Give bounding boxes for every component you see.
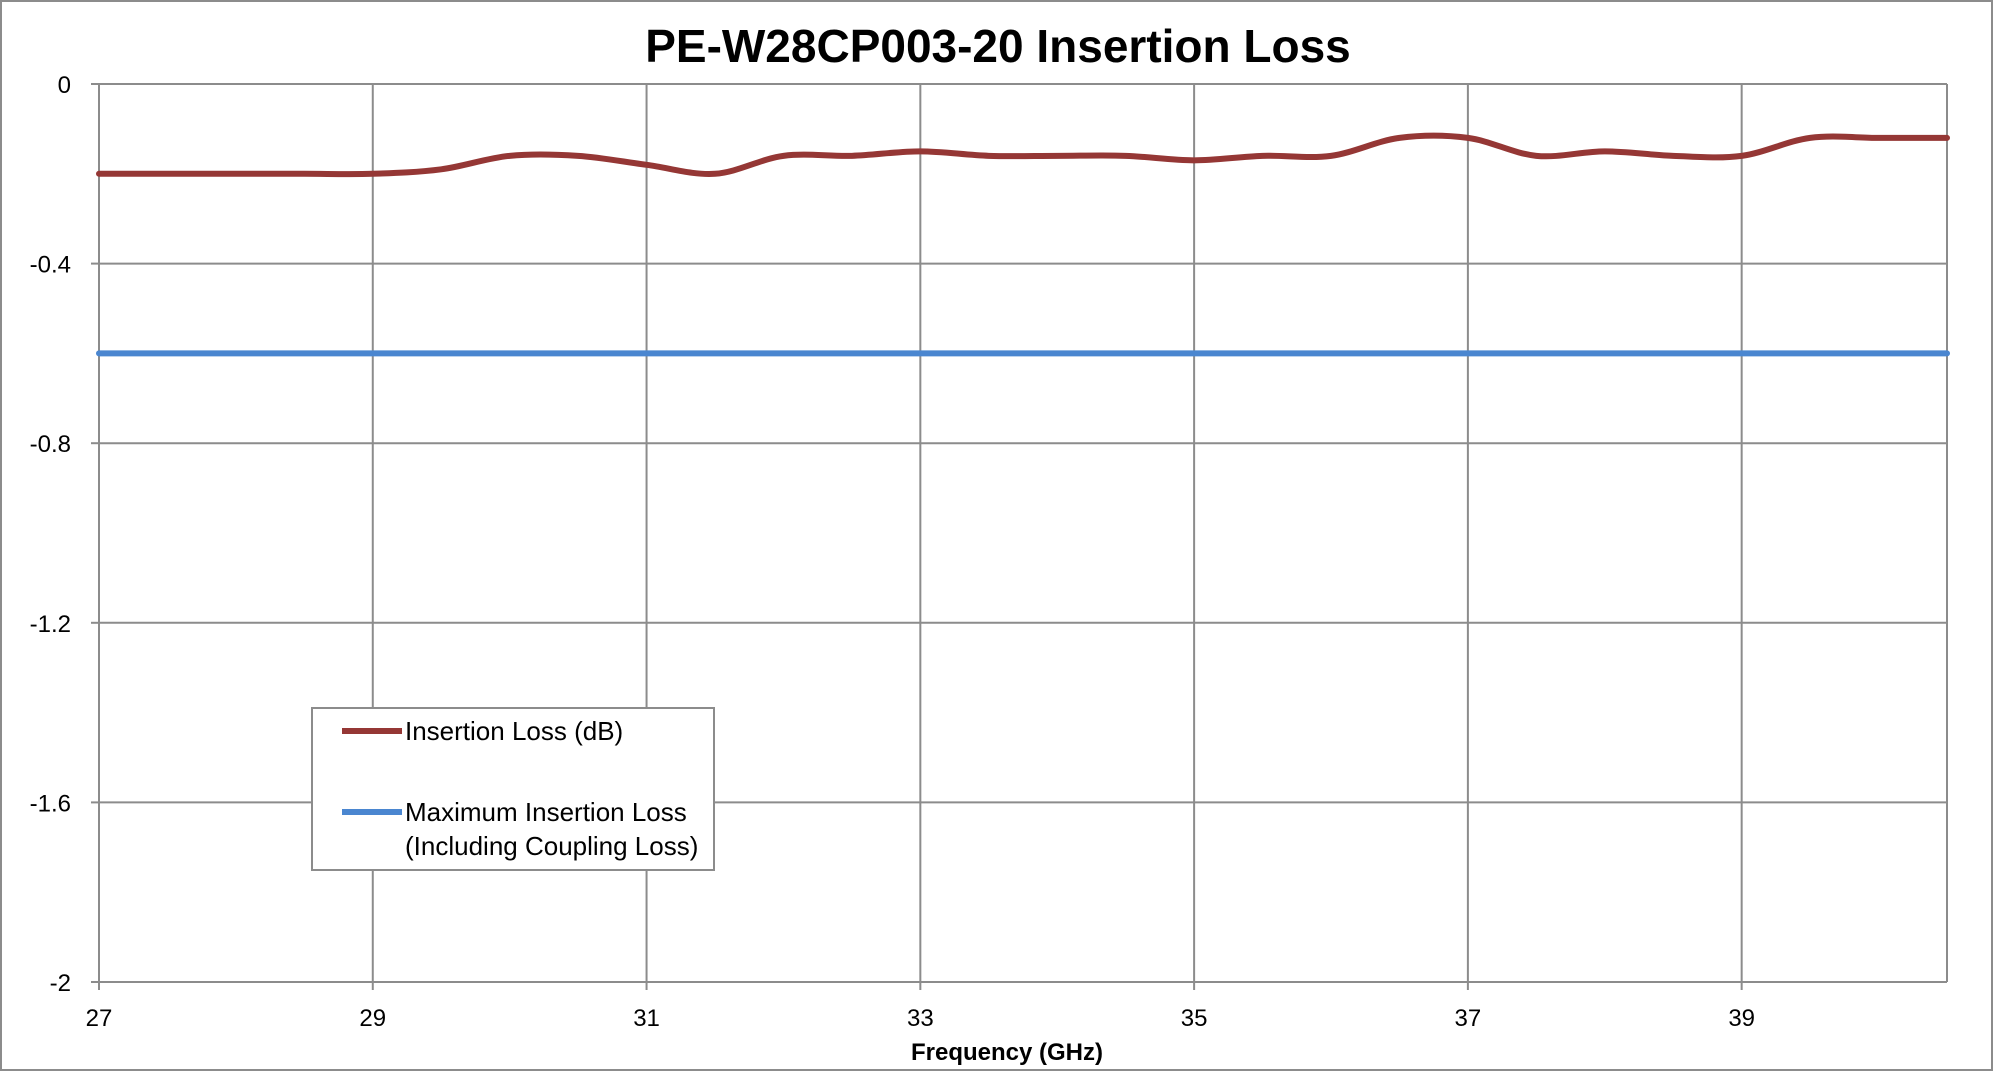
- x-tick-label: 35: [1181, 1005, 1208, 1032]
- x-tick-label: 39: [1728, 1005, 1755, 1032]
- x-tick-label: 29: [359, 1005, 386, 1032]
- legend-label-line: Insertion Loss (dB): [405, 716, 623, 746]
- axis-ticks: 0 -0.4 -0.8 -1.2 -1.6 -2 27 29 31 33 35 37 39: [30, 72, 1755, 1032]
- y-tick-label: -1.6: [30, 790, 71, 817]
- legend-box: [311, 707, 715, 871]
- x-axis-title: Frequency (GHz): [911, 1039, 1103, 1066]
- y-tick-label: -0.4: [30, 252, 71, 279]
- y-tick-label: -2: [50, 970, 71, 997]
- x-tick-label: 33: [907, 1005, 934, 1032]
- legend-label-2: Maximum Insertion Loss (Including Couplin…: [405, 797, 698, 861]
- legend: Insertion Loss (dB) Maximum Insertion Los…: [311, 707, 715, 871]
- legend-label-line: (Including Coupling Loss): [405, 831, 698, 861]
- x-tick-label: 31: [633, 1005, 660, 1032]
- y-tick-label: 0: [58, 72, 71, 99]
- chart-title: PE-W28CP003-20 Insertion Loss: [645, 20, 1351, 72]
- x-tick-label: 27: [86, 1005, 113, 1032]
- grid-lines: [98, 83, 1948, 983]
- x-tick-label: 37: [1455, 1005, 1482, 1032]
- legend-label-line: Maximum Insertion Loss: [405, 797, 687, 827]
- y-tick-label: -1.2: [30, 611, 71, 638]
- series-lines: [96, 132, 1950, 357]
- series-line-1: [96, 132, 1950, 178]
- y-tick-label: -0.8: [30, 431, 71, 458]
- legend-label-1: Insertion Loss (dB): [405, 716, 623, 746]
